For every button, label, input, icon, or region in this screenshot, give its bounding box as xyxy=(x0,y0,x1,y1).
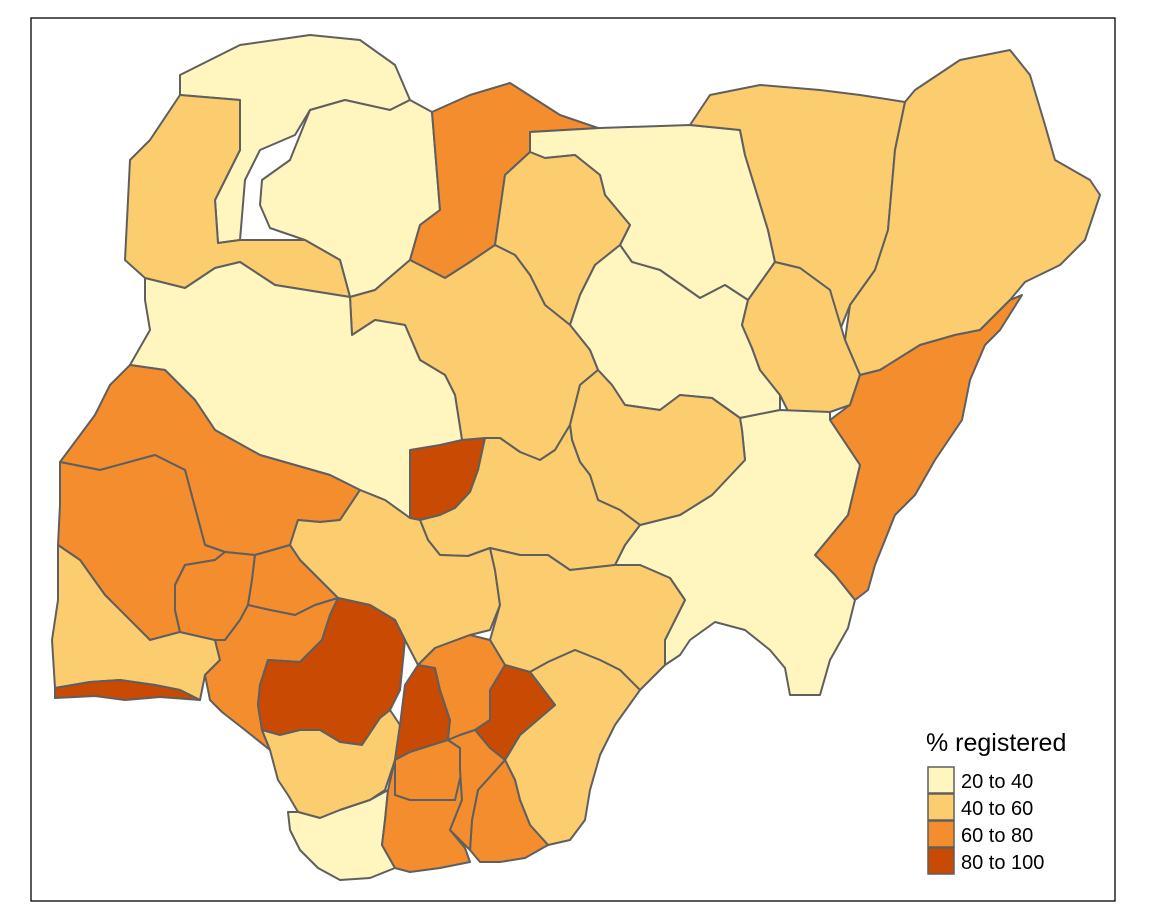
region-borno[interactable] xyxy=(844,49,1101,376)
region-lagos[interactable] xyxy=(54,679,201,701)
legend-label-2: 40 to 60 xyxy=(961,798,1033,820)
region-ebonyi[interactable] xyxy=(474,664,556,761)
legend-swatch-3 xyxy=(927,820,955,848)
map-legend: % registered 20 to 40 40 to 60 60 to 80 … xyxy=(926,729,1066,875)
legend-swatch-2 xyxy=(927,793,955,821)
legend-swatch-4 xyxy=(927,847,955,875)
legend-title: % registered xyxy=(926,729,1066,757)
legend-swatch-1 xyxy=(927,766,955,794)
map-frame xyxy=(30,17,1116,902)
legend-label-1: 20 to 40 xyxy=(961,771,1033,793)
region-abia[interactable] xyxy=(447,729,506,851)
legend-label-4: 80 to 100 xyxy=(961,852,1044,874)
legend-label-3: 60 to 80 xyxy=(961,825,1033,847)
states-layer xyxy=(51,34,1101,881)
